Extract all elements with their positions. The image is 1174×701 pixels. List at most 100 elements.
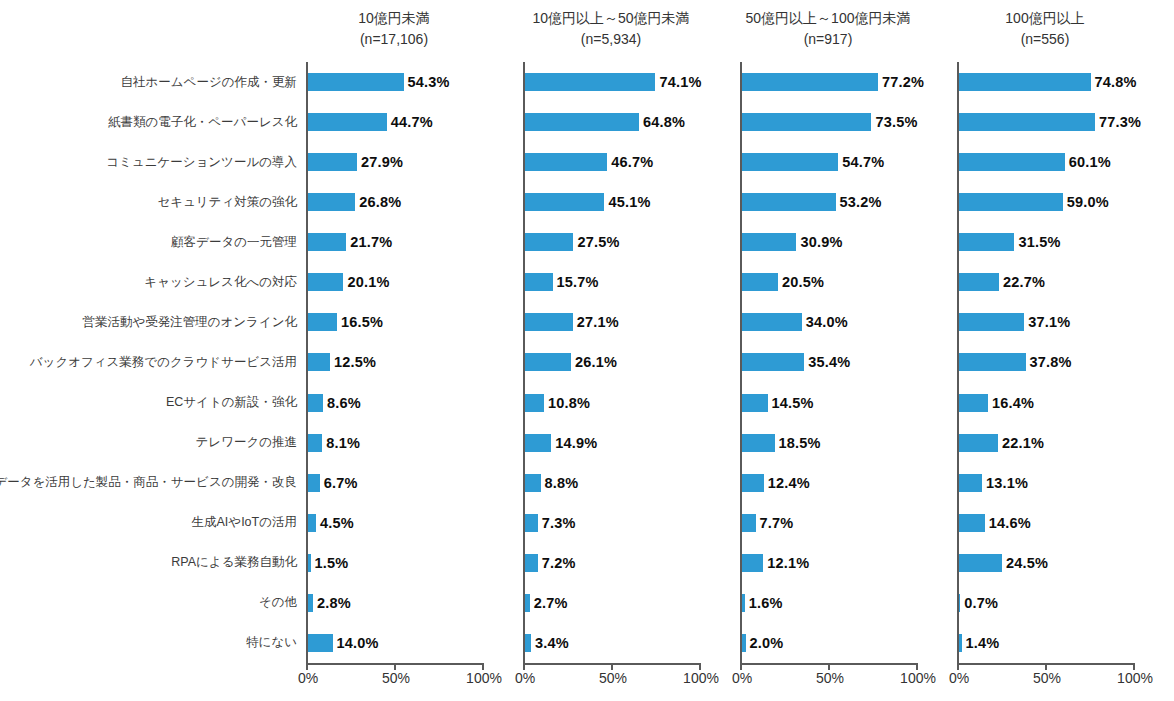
value-label: 4.5% [320,515,354,531]
value-label: 7.7% [760,515,794,531]
bar-row: 8.8% [525,463,740,503]
bar [959,153,1065,171]
value-label: 27.9% [361,154,403,170]
bar [308,594,313,612]
bar-row: 53.2% [742,182,957,222]
value-label: 74.1% [659,74,701,90]
value-label: 59.0% [1067,194,1109,210]
bar-row: 35.4% [742,342,957,382]
bar-row: 37.1% [959,302,1174,342]
bar [525,434,551,452]
category-label: ECサイトの新設・強化 [0,383,306,423]
category-label: バックオフィス業務でのクラウドサービス活用 [0,342,306,382]
value-label: 20.5% [782,274,824,290]
value-label: 7.3% [542,515,576,531]
bar-row: 60.1% [959,142,1174,182]
bar-row: 14.9% [525,423,740,463]
bar [742,233,796,251]
value-label: 74.8% [1095,74,1137,90]
value-label: 20.1% [347,274,389,290]
bar-row: 77.2% [742,62,957,102]
panel-header-2: 10億円以上～50億円未満 (n=5,934) [523,8,740,62]
value-label: 12.1% [767,555,809,571]
x-tick-label: 0% [298,670,318,686]
value-label: 54.3% [408,74,450,90]
bar-row: 18.5% [742,423,957,463]
value-label: 45.1% [608,194,650,210]
bar [959,394,988,412]
bar [525,73,655,91]
category-label: 生成AIやIoTの活用 [0,503,306,543]
value-label: 12.5% [334,354,376,370]
value-label: 14.6% [989,515,1031,531]
bar [959,554,1002,572]
chart-body: 自社ホームページの作成・更新紙書類の電子化・ペーパーレス化コミュニケーションツー… [0,62,1174,691]
bar-row: 59.0% [959,182,1174,222]
bar [308,193,355,211]
value-label: 15.7% [557,274,599,290]
value-label: 77.2% [882,74,924,90]
bar [308,434,322,452]
panel-title: 100億円以上 [957,8,1133,29]
bar-row: 8.1% [308,423,523,463]
bar [525,273,553,291]
bar-row: 21.7% [308,222,523,262]
value-label: 12.4% [768,475,810,491]
panel-header-4: 100億円以上 (n=556) [957,8,1174,62]
value-label: 6.7% [324,475,358,491]
bar [308,394,323,412]
value-label: 21.7% [350,234,392,250]
panel-n-label: (n=556) [957,29,1133,50]
value-label: 7.2% [542,555,576,571]
bar-row: 37.8% [959,342,1174,382]
bar [308,353,330,371]
value-label: 2.0% [750,635,784,651]
bar [742,353,804,371]
bar [308,514,316,532]
bar-row: 46.7% [525,142,740,182]
value-label: 16.5% [341,314,383,330]
category-label: 自社ホームページの作成・更新 [0,62,306,102]
value-label: 53.2% [840,194,882,210]
category-label: テレワークの推進 [0,423,306,463]
category-label: 紙書類の電子化・ペーパーレス化 [0,102,306,142]
value-label: 37.8% [1030,354,1072,370]
panel-title: 10億円以上～50億円未満 [523,8,699,29]
panel-title: 10億円未満 [306,8,482,29]
value-label: 27.5% [577,234,619,250]
panel-headers-row: 10億円未満 (n=17,106) 10億円以上～50億円未満 (n=5,934… [0,0,1174,62]
panel-header-1: 10億円未満 (n=17,106) [306,8,523,62]
bar-row: 74.8% [959,62,1174,102]
bar-row: 2.7% [525,583,740,623]
bar-row: 20.5% [742,262,957,302]
value-label: 27.1% [577,314,619,330]
chart-panel-3: 77.2%73.5%54.7%53.2%30.9%20.5%34.0%35.4%… [740,62,957,691]
bar [525,394,544,412]
panel-n-label: (n=917) [740,29,916,50]
bar-row: 64.8% [525,102,740,142]
x-tick-label: 0% [732,670,752,686]
value-label: 8.6% [327,395,361,411]
value-label: 73.5% [875,114,917,130]
bar [742,113,871,131]
chart-panel-4: 74.8%77.3%60.1%59.0%31.5%22.7%37.1%37.8%… [957,62,1174,691]
value-label: 22.1% [1002,435,1044,451]
bar-row: 26.1% [525,342,740,382]
x-tick-label: 0% [515,670,535,686]
bar-row: 0.7% [959,583,1174,623]
bar-row: 24.5% [959,543,1174,583]
bar-row: 27.1% [525,302,740,342]
bar-row: 74.1% [525,62,740,102]
bar [525,474,541,492]
value-label: 54.7% [842,154,884,170]
category-label: コミュニケーションツールの導入 [0,142,306,182]
value-label: 44.7% [391,114,433,130]
x-tick-label: 100% [466,670,502,686]
value-label: 10.8% [548,395,590,411]
value-label: 2.8% [317,595,351,611]
bar-row: 26.8% [308,182,523,222]
bar [525,233,573,251]
bar-row: 12.4% [742,463,957,503]
x-tick-label: 50% [599,670,627,686]
value-label: 30.9% [800,234,842,250]
